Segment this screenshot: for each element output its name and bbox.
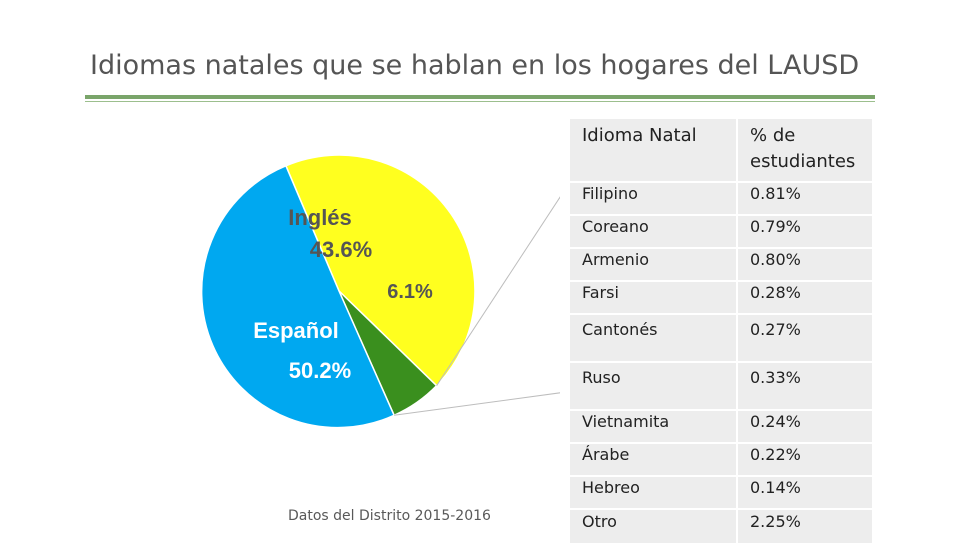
- percent-cell: 0.24%: [738, 411, 872, 442]
- percent-cell: 0.33%: [738, 363, 872, 409]
- language-cell: Otro: [570, 510, 738, 543]
- slice-label-ingles: Inglés: [288, 205, 352, 230]
- table-row: Ruso 0.33%: [570, 363, 872, 409]
- pie-slice-espanol: [200, 164, 396, 429]
- table-row: Árabe 0.22%: [570, 444, 872, 475]
- percent-cell: 2.25%: [738, 510, 872, 543]
- percent-cell: 0.81%: [738, 183, 872, 214]
- language-cell: Farsi: [570, 282, 738, 313]
- language-cell: Armenio: [570, 249, 738, 280]
- slice-value-ingles: 43.6%: [310, 237, 372, 262]
- table-row: Farsi 0.28%: [570, 282, 872, 313]
- language-cell: Árabe: [570, 444, 738, 475]
- language-table: Idioma Natal % de estudiantes Filipino 0.…: [570, 117, 872, 545]
- language-cell: Coreano: [570, 216, 738, 247]
- percent-cell: 0.22%: [738, 444, 872, 475]
- table-header-row: Idioma Natal % de estudiantes: [570, 119, 872, 181]
- language-cell: Vietnamita: [570, 411, 738, 442]
- table-row: Armenio 0.80%: [570, 249, 872, 280]
- table-row: Cantonés 0.27%: [570, 315, 872, 361]
- slice-label-espanol: Español: [253, 318, 339, 343]
- table-row: Hebreo 0.14%: [570, 477, 872, 508]
- language-cell: Cantonés: [570, 315, 738, 361]
- connector-line-top: [436, 196, 560, 386]
- percent-cell: 0.27%: [738, 315, 872, 361]
- header-percent: % de estudiantes: [738, 119, 872, 181]
- title-divider: [85, 95, 875, 99]
- table-row: Otro 2.25%: [570, 510, 872, 543]
- pie-chart: Inglés 43.6% 6.1% Español 50.2%: [200, 154, 560, 429]
- percent-cell: 0.28%: [738, 282, 872, 313]
- slice-value-otros: 6.1%: [387, 281, 433, 303]
- language-cell: Filipino: [570, 183, 738, 214]
- source-note: Datos del Distrito 2015-2016: [288, 508, 491, 524]
- title-divider-thin: [85, 101, 875, 102]
- language-cell: Ruso: [570, 363, 738, 409]
- table-row: Filipino 0.81%: [570, 183, 872, 214]
- header-language: Idioma Natal: [570, 119, 738, 181]
- table-row: Coreano 0.79%: [570, 216, 872, 247]
- table-row: Vietnamita 0.24%: [570, 411, 872, 442]
- connector-line-bottom: [394, 392, 560, 416]
- percent-cell: 0.14%: [738, 477, 872, 508]
- slice-value-espanol: 50.2%: [289, 358, 351, 383]
- percent-cell: 0.79%: [738, 216, 872, 247]
- percent-cell: 0.80%: [738, 249, 872, 280]
- page-title: Idiomas natales que se hablan en los hog…: [90, 50, 860, 81]
- language-cell: Hebreo: [570, 477, 738, 508]
